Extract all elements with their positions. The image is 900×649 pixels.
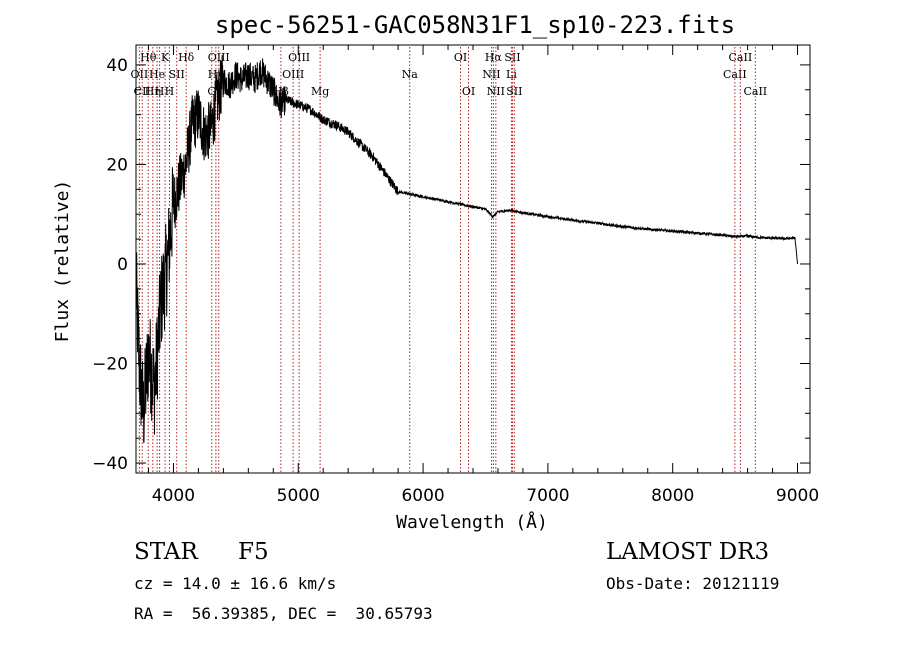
line-marker-label: Hη xyxy=(145,85,161,98)
line-marker-label: Mg xyxy=(311,85,329,98)
line-marker-label: OI xyxy=(462,85,475,98)
x-tick-label: 7000 xyxy=(526,486,569,506)
line-marker-label: CII xyxy=(134,85,151,98)
line-marker-label: Li xyxy=(506,68,517,81)
line-marker-label: He xyxy=(149,68,165,81)
line-marker-label: Hδ xyxy=(178,51,195,64)
survey-name: LAMOST DR3 xyxy=(606,539,770,565)
subclass: F5 xyxy=(238,539,269,565)
line-marker-label: NII xyxy=(482,68,500,81)
x-axis-label: Wavelength (Å) xyxy=(396,511,548,533)
line-marker-label: OII xyxy=(131,68,149,81)
line-marker-label: CaII xyxy=(743,85,767,98)
line-marker-label: K xyxy=(161,51,170,64)
line-marker-label: SII xyxy=(504,51,520,64)
y-tick-label: −40 xyxy=(92,454,128,474)
line-marker-label: H xyxy=(165,85,175,98)
axes: 4000 5000 6000 7000 8000 9000 −40 −20 0 20 40 xyxy=(92,45,819,506)
x-tick-label: 8000 xyxy=(651,486,694,506)
line-marker-label: NII xyxy=(487,85,505,98)
spectrum-layer xyxy=(135,55,798,443)
spectrum-line xyxy=(135,55,798,443)
x-tick-label: 5000 xyxy=(277,486,320,506)
line-marker-label: Hθ xyxy=(140,51,157,64)
line-marker-label: OIII xyxy=(208,51,230,64)
y-tick-label: 0 xyxy=(117,255,128,275)
line-marker-label: H xyxy=(155,85,165,98)
coordinates: RA = 56.39385, DEC = 30.65793 xyxy=(134,604,433,623)
redshift-text: cz = 14.0 ± 16.6 km/s xyxy=(134,574,337,593)
object-class: STAR xyxy=(134,539,198,565)
line-marker-label: SII xyxy=(506,85,522,98)
line-marker-label: CaII xyxy=(723,68,747,81)
x-tick-label: 4000 xyxy=(152,486,195,506)
line-marker-label: OI xyxy=(454,51,467,64)
line-marker-label: OIII xyxy=(282,68,304,81)
line-marker-label: Na xyxy=(402,68,419,81)
line-markers: OIICIIHθHηHeHKHSIIHδGHγOIIIHβOIIIOIIIMgN… xyxy=(131,47,767,473)
y-tick-label: 40 xyxy=(106,56,128,76)
chart-title: spec-56251-GAC058N31F1_sp10-223.fits xyxy=(215,11,735,39)
y-axis-label: Flux (relative) xyxy=(52,180,73,343)
line-marker-label: G xyxy=(207,85,216,98)
obs-date: Obs-Date: 20121119 xyxy=(606,574,780,593)
plot-frame xyxy=(135,44,811,474)
line-marker-label: Hα xyxy=(485,51,503,64)
x-tick-label: 6000 xyxy=(401,486,444,506)
line-marker-label: CaII xyxy=(729,51,753,64)
line-marker-label: OIII xyxy=(288,51,310,64)
y-tick-label: 20 xyxy=(106,155,128,175)
x-tick-label: 9000 xyxy=(776,486,819,506)
y-tick-label: −20 xyxy=(92,355,128,375)
line-marker-label: SII xyxy=(169,68,185,81)
